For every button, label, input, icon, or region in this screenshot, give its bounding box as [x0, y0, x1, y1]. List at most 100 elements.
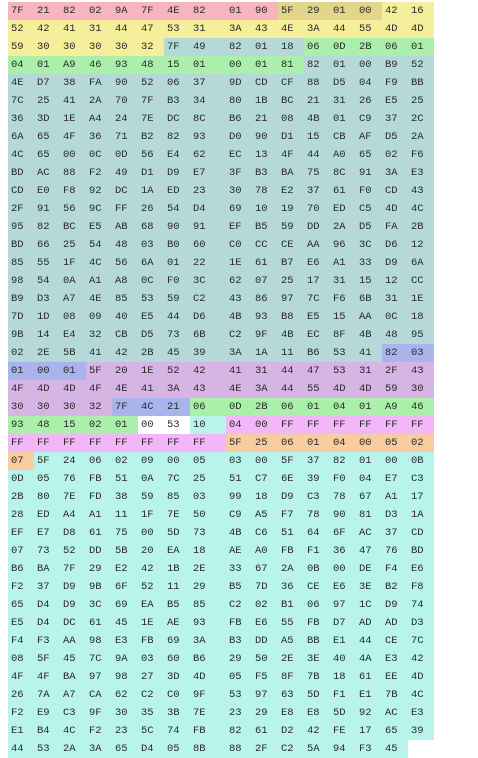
hex-byte[interactable]: 2A [278, 560, 304, 578]
hex-byte[interactable]: 2A [408, 128, 434, 146]
hex-byte[interactable]: 4F [34, 668, 60, 686]
hex-byte[interactable]: FF [278, 416, 304, 434]
hex-byte[interactable]: 51 [278, 524, 304, 542]
hex-byte[interactable]: 85 [8, 254, 34, 272]
hex-byte[interactable]: 25 [278, 272, 304, 290]
hex-byte[interactable]: 1E [138, 362, 164, 380]
hex-byte[interactable]: 78 [304, 506, 330, 524]
hex-byte[interactable]: 00 [164, 452, 190, 470]
hex-byte[interactable]: 7E [60, 488, 86, 506]
hex-byte[interactable]: 01 [304, 434, 330, 452]
hex-byte[interactable]: 21 [252, 110, 278, 128]
hex-byte[interactable]: 07 [8, 542, 34, 560]
hex-byte[interactable]: E6 [330, 578, 356, 596]
hex-byte[interactable]: 82 [226, 38, 252, 56]
hex-byte[interactable]: 4E [112, 380, 138, 398]
hex-byte[interactable]: 31 [382, 290, 408, 308]
hex-byte[interactable]: 13 [252, 146, 278, 164]
hex-byte[interactable]: D6 [382, 236, 408, 254]
hex-byte[interactable]: 49 [190, 38, 226, 56]
hex-byte[interactable]: 88 [60, 164, 86, 182]
hex-byte[interactable]: 86 [252, 290, 278, 308]
hex-byte[interactable]: 02 [86, 416, 112, 434]
hex-byte[interactable]: 91 [190, 218, 226, 236]
hex-byte[interactable]: 41 [356, 344, 382, 362]
hex-byte[interactable]: 85 [112, 290, 138, 308]
hex-byte[interactable]: 80 [34, 488, 60, 506]
hex-byte[interactable]: 02 [86, 2, 112, 20]
hex-byte[interactable]: 24 [60, 452, 86, 470]
hex-byte[interactable]: 52 [138, 74, 164, 92]
hex-byte[interactable]: 41 [60, 20, 86, 38]
hex-byte[interactable]: D7 [330, 614, 356, 632]
hex-byte[interactable]: 93 [112, 56, 138, 74]
hex-byte[interactable]: 01 [304, 398, 330, 416]
hex-byte[interactable]: 30 [8, 398, 34, 416]
hex-byte[interactable]: 59 [8, 38, 34, 56]
hex-byte[interactable]: 0D [8, 470, 34, 488]
hex-byte[interactable]: 01 [408, 38, 434, 56]
hex-byte[interactable]: 97 [86, 668, 112, 686]
hex-byte[interactable]: E3 [382, 650, 408, 668]
hex-byte[interactable]: 61 [86, 614, 112, 632]
hex-byte[interactable]: E1 [8, 722, 34, 740]
hex-byte[interactable]: 38 [112, 488, 138, 506]
hex-byte[interactable]: 65 [382, 722, 408, 740]
hex-byte[interactable]: 6B [356, 290, 382, 308]
hex-byte[interactable]: A7 [60, 686, 86, 704]
hex-byte[interactable]: 8F [278, 668, 304, 686]
hex-byte[interactable]: E5 [86, 218, 112, 236]
hex-byte[interactable]: E3 [112, 632, 138, 650]
hex-byte[interactable]: E1 [330, 632, 356, 650]
hex-byte[interactable]: AE [226, 542, 252, 560]
hex-byte[interactable]: 46 [86, 56, 112, 74]
hex-byte[interactable]: 3F [226, 164, 252, 182]
hex-byte[interactable]: 55 [34, 254, 60, 272]
hex-byte[interactable]: D1 [278, 128, 304, 146]
hex-byte[interactable]: 7C [408, 632, 434, 650]
hex-byte[interactable]: D4 [138, 740, 164, 758]
hex-byte[interactable]: 3C [356, 236, 382, 254]
hex-byte[interactable]: 8F [330, 326, 356, 344]
hex-byte[interactable]: B1 [278, 596, 304, 614]
hex-byte[interactable]: 7F [112, 398, 138, 416]
hex-byte[interactable]: 76 [60, 470, 86, 488]
hex-byte[interactable]: 0D [330, 38, 356, 56]
hex-byte[interactable]: 65 [112, 740, 138, 758]
hex-byte[interactable]: 01 [190, 56, 226, 74]
hex-byte[interactable]: CC [408, 272, 434, 290]
hex-byte[interactable]: 4B [356, 326, 382, 344]
hex-byte[interactable]: 02 [382, 146, 408, 164]
hex-byte[interactable]: 03 [138, 236, 164, 254]
hex-byte[interactable]: 05 [226, 668, 252, 686]
hex-byte[interactable]: 4E [278, 20, 304, 38]
hex-byte[interactable]: 40 [330, 650, 356, 668]
hex-byte[interactable]: 4F [278, 146, 304, 164]
hex-byte[interactable]: 5F [278, 452, 304, 470]
hex-byte[interactable]: 68 [138, 218, 164, 236]
hex-byte[interactable]: C6 [252, 524, 278, 542]
hex-byte[interactable]: 2F [252, 740, 278, 758]
hex-byte[interactable]: C0 [164, 686, 190, 704]
hex-byte[interactable]: 11 [112, 506, 138, 524]
hex-byte[interactable]: 01 [330, 110, 356, 128]
hex-byte[interactable]: 4D [382, 200, 408, 218]
hex-byte[interactable]: 7F [60, 560, 86, 578]
hex-byte[interactable]: 01 [356, 452, 382, 470]
hex-byte[interactable]: 01 [356, 398, 382, 416]
hex-byte[interactable]: BA [34, 560, 60, 578]
hex-byte[interactable]: B2 [382, 578, 408, 596]
hex-byte[interactable]: 0D [226, 398, 252, 416]
hex-byte[interactable]: 01 [226, 2, 252, 20]
hex-byte[interactable]: DC [164, 110, 190, 128]
hex-byte[interactable]: 59 [164, 290, 190, 308]
hex-byte[interactable]: 0D [112, 146, 138, 164]
hex-byte[interactable]: 54 [164, 200, 190, 218]
hex-byte[interactable]: C7 [252, 470, 278, 488]
hex-byte[interactable]: D9 [382, 254, 408, 272]
hex-byte[interactable]: 53 [226, 686, 252, 704]
hex-byte[interactable]: 90 [252, 128, 278, 146]
hex-byte[interactable]: 65 [8, 596, 34, 614]
hex-byte[interactable]: D3 [382, 506, 408, 524]
hex-byte[interactable]: 29 [86, 560, 112, 578]
